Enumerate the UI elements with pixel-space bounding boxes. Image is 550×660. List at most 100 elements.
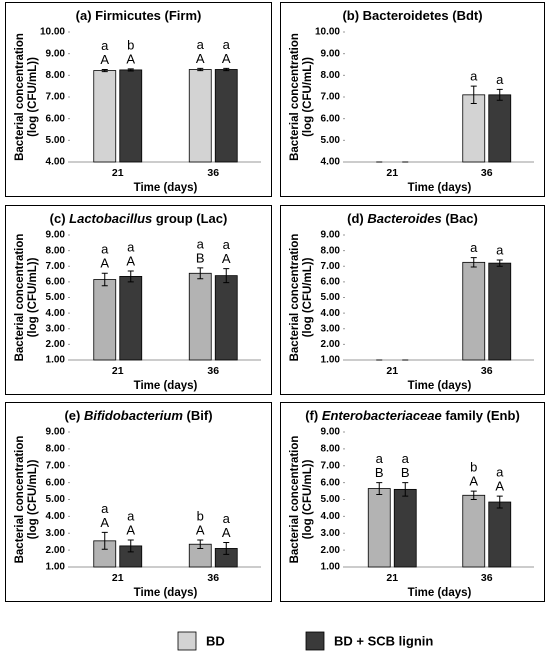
y-tick-label: 8.00 [321,70,341,81]
y-axis-label: Bacterial concentration [289,436,301,564]
chart-panel: (c) Lactobacillus group (Lac) 1.00 2.00 3.0… [5,205,272,395]
bar [462,94,486,163]
y-axis-label: (log (CFU/mL)) [27,257,39,337]
y-tick-label: 1.00 [46,355,66,366]
legend-label: BD [206,633,225,648]
title-part: group (Lac) [152,211,228,226]
title-part: Lactobacillus [69,211,153,226]
letter-lower: a [496,242,504,257]
y-tick-label: 7.00 [321,460,341,471]
y-tick-label: 10.00 [315,27,340,38]
error-bar [223,268,230,284]
chart-panel: (d) Bacteroides (Bac) 1.00 2.00 3.00 4.00 5.0… [280,205,545,395]
y-tick-label: 9.00 [321,230,341,241]
y-tick-label: 2.00 [46,339,66,350]
error-bar [101,272,108,287]
error-bar [197,267,204,280]
x-axis-label: Time (days) [134,182,198,194]
title-part: (d) [347,211,368,226]
error-bar [127,539,134,553]
letter-upper: A [100,52,109,67]
y-tick-label: 10.00 [40,27,65,38]
y-tick-label: 7.00 [46,261,66,272]
x-tick-label: 36 [481,572,493,584]
letter-lower: a [197,236,205,251]
y-tick-label: 8.00 [46,70,66,81]
x-tick-label: 36 [207,365,219,377]
letter-lower: a [101,501,109,516]
y-tick-label: 8.00 [321,444,341,455]
title-part: (e) [64,408,84,423]
title-part: Bifidobacterium [83,408,183,423]
y-tick-label: 3.00 [321,528,341,539]
letter-lower: a [470,240,478,255]
title-part: (a) Firmicutes (Firm) [75,8,202,23]
bar [214,69,238,163]
y-tick-label: 9.00 [321,48,341,59]
x-tick-label: 36 [207,167,219,179]
y-tick-label: 7.00 [321,261,341,272]
letter-lower: b [197,508,204,523]
bar [93,70,117,163]
title-part: Enterobacteriaceae [321,408,442,423]
letter-lower: a [197,37,205,52]
chart-panel: (b) Bacteroidetes (Bdt) 4.00 5.00 6.00 7.00 8… [280,2,545,197]
y-tick-label: 2.00 [321,545,341,556]
y-tick-label: 6.00 [46,113,66,124]
bar [393,488,417,568]
letter-lower: a [223,237,231,252]
error-bar [127,270,134,283]
chart-title: (a) Firmicutes (Firm) [6,3,271,24]
x-axis-label: Time (days) [134,587,198,599]
title-part: (b) Bacteroidetes (Bdt) [342,8,483,23]
letter-lower: a [101,242,109,257]
y-tick-label: 3.00 [46,323,66,334]
y-tick-label: 7.00 [46,460,66,471]
letter-upper: A [222,525,231,540]
y-tick-label: 9.00 [321,427,341,438]
y-tick-label: 4.00 [321,511,341,522]
letter-lower: a [470,69,478,84]
chart: 4.00 5.00 6.00 7.00 8.00 9.00 10.00 Bacterial c… [289,27,534,194]
bar [462,261,486,361]
letter-upper: A [222,51,231,66]
title-part: (Bif) [182,408,213,423]
y-tick-label: 5.00 [46,135,66,146]
y-axis-label: (log (CFU/mL)) [302,57,314,137]
y-axis-label: Bacterial concentration [14,33,26,161]
chart-panel: (e) Bifidobacterium (Bif) 1.00 2.00 3.00 4.0… [5,402,272,602]
y-tick-label: 1.00 [46,562,66,573]
letter-upper: A [100,515,109,530]
bar [488,94,512,163]
legend: BD BD + SCB lignin [177,631,433,651]
chart-title: (d) Bacteroides (Bac) [281,206,544,227]
x-tick-label: 21 [112,167,124,179]
x-axis-label: Time (days) [408,182,472,194]
letter-upper: A [126,51,135,66]
bar [367,488,391,568]
y-tick-label: 4.00 [46,308,66,319]
y-axis-label: Bacterial concentration [289,33,301,161]
y-axis-label: (log (CFU/mL)) [302,257,314,337]
y-tick-label: 2.00 [46,545,66,556]
y-tick-label: 6.00 [46,277,66,288]
y-axis-label: Bacterial concentration [289,234,301,362]
letter-lower: a [127,508,135,523]
letter-lower: a [496,72,504,87]
error-bar [223,542,230,555]
chart-panel: (a) Firmicutes (Firm) 4.00 5.00 6.00 7.00 8.0… [5,2,272,197]
y-tick-label: 6.00 [321,277,341,288]
letter-lower: a [402,451,410,466]
letter-upper: A [469,474,478,489]
y-tick-label: 3.00 [321,323,341,334]
letter-upper: A [495,479,504,494]
y-tick-label: 4.00 [46,157,66,168]
letter-upper: B [375,465,384,480]
letter-upper: A [100,256,109,271]
y-tick-label: 4.00 [46,511,66,522]
x-tick-label: 21 [386,365,398,377]
y-tick-label: 5.00 [321,135,341,146]
x-tick-label: 36 [207,572,219,584]
title-part: (c) [49,211,70,226]
